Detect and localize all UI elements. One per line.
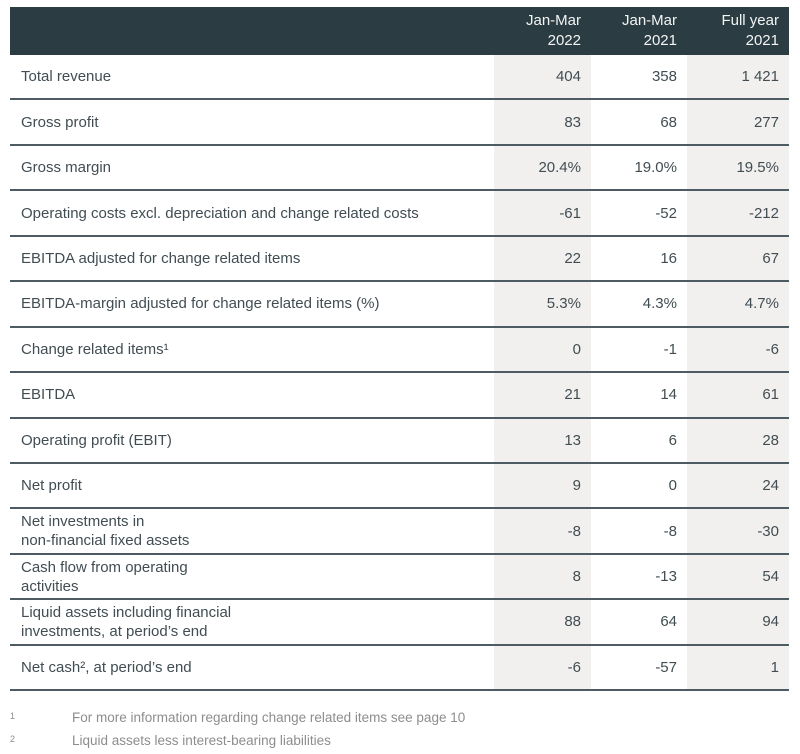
value-2021: 0 — [668, 477, 677, 495]
footnote-1-marker: 1 — [10, 711, 16, 721]
value-2022: -8 — [494, 509, 591, 553]
table-row-liquid-assets: Liquid assets including financial invest… — [10, 600, 789, 646]
financial-table: Jan-Mar 2022 Jan-Mar 2021 Full year 2021… — [10, 7, 789, 692]
row-label: Operating costs excl. depreciation and c… — [21, 204, 419, 222]
value-2021: -8 — [663, 522, 677, 540]
table-row-ebitda: EBITDA 21 14 61 — [10, 373, 789, 419]
table-row-ebitda-margin-adjusted: EBITDA-margin adjusted for change relate… — [10, 282, 789, 328]
table-row-cash-flow: Cash flow from operating activities 8 -1… — [10, 554, 789, 601]
footnote-1: 1 For more information regarding change … — [10, 709, 789, 726]
value-full-year: 94 — [687, 600, 789, 644]
value-full-year: 19.5% — [687, 145, 789, 190]
table-row-ebitda-adjusted: EBITDA adjusted for change related items… — [10, 236, 789, 283]
footnote-1-text: For more information regarding change re… — [72, 710, 466, 725]
row-label: EBITDA — [21, 386, 76, 404]
table-row-gross-margin: Gross margin 20.4% 19.0% 19.5% — [10, 145, 789, 192]
value-2022: 0 — [494, 327, 591, 372]
value-full-year: 277 — [687, 100, 789, 144]
value-2021: -57 — [655, 658, 677, 676]
value-full-year: -212 — [687, 191, 789, 235]
value-2021: 358 — [651, 68, 677, 86]
value-2021: 68 — [660, 113, 677, 131]
row-label: EBITDA-margin adjusted for change relate… — [21, 295, 380, 313]
table-row-total-revenue: Total revenue 404 358 1 421 — [10, 55, 789, 101]
table-row-net-cash: Net cash², at period’s end -6 -57 1 — [10, 645, 789, 692]
value-full-year: 54 — [687, 554, 789, 599]
table-row-operating-costs: Operating costs excl. depreciation and c… — [10, 191, 789, 237]
row-label: Gross profit — [21, 113, 99, 131]
row-label: Net profit — [21, 477, 82, 495]
value-2021: -52 — [655, 204, 677, 222]
value-full-year: 24 — [687, 463, 789, 508]
value-full-year: 1 421 — [687, 55, 789, 99]
value-full-year: 61 — [687, 373, 789, 417]
value-full-year: 67 — [687, 236, 789, 281]
value-2022: 88 — [494, 600, 591, 644]
value-full-year: 1 — [687, 645, 789, 690]
value-2022: -6 — [494, 645, 591, 690]
value-2022: 13 — [494, 418, 591, 462]
row-label: Gross margin — [21, 159, 112, 177]
footnote-2-marker: 2 — [10, 734, 16, 744]
value-full-year: 28 — [687, 418, 789, 462]
value-full-year: 4.7% — [687, 282, 789, 326]
column-header-full-year-2021: Full year 2021 — [721, 12, 779, 49]
value-2022: 404 — [494, 55, 591, 99]
footnote-2-text: Liquid assets less interest-bearing liab… — [72, 733, 331, 748]
value-2022: 9 — [494, 463, 591, 508]
value-2021: -13 — [655, 568, 677, 586]
row-label: Net investments in non-financial fixed a… — [21, 513, 190, 550]
value-2022: 21 — [494, 373, 591, 417]
table-row-operating-profit: Operating profit (EBIT) 13 6 28 — [10, 418, 789, 464]
table-header-row: Jan-Mar 2022 Jan-Mar 2021 Full year 2021 — [10, 7, 789, 55]
footnote-2: 2 Liquid assets less interest-bearing li… — [10, 732, 789, 749]
table-row-change-related-items: Change related items¹ 0 -1 -6 — [10, 327, 789, 374]
footnotes: 1 For more information regarding change … — [10, 709, 789, 754]
value-2022: 8 — [494, 554, 591, 599]
value-2022: 22 — [494, 236, 591, 281]
table-row-gross-profit: Gross profit 83 68 277 — [10, 100, 789, 146]
value-full-year: -30 — [687, 509, 789, 553]
row-label: Net cash², at period’s end — [21, 658, 192, 676]
row-label: EBITDA adjusted for change related items — [21, 249, 301, 267]
row-label: Liquid assets including financial invest… — [21, 603, 232, 640]
row-label: Change related items¹ — [21, 340, 169, 358]
column-header-jan-mar-2021: Jan-Mar 2021 — [621, 12, 677, 49]
row-label: Total revenue — [21, 68, 112, 86]
row-label: Cash flow from operating activities — [21, 558, 188, 595]
value-2022: 20.4% — [494, 145, 591, 190]
value-full-year: -6 — [687, 327, 789, 372]
value-2022: -61 — [494, 191, 591, 235]
row-label: Operating profit (EBIT) — [21, 431, 172, 449]
value-2021: 16 — [660, 249, 677, 267]
value-2021: 64 — [660, 613, 677, 631]
table-row-net-investments: Net investments in non-financial fixed a… — [10, 509, 789, 555]
value-2021: 19.0% — [634, 159, 677, 177]
table-row-net-profit: Net profit 9 0 24 — [10, 463, 789, 510]
value-2022: 83 — [494, 100, 591, 144]
value-2021: 14 — [660, 386, 677, 404]
value-2022: 5.3% — [494, 282, 591, 326]
column-header-jan-mar-2022: Jan-Mar 2022 — [525, 12, 581, 49]
value-2021: 6 — [668, 431, 677, 449]
value-2021: -1 — [663, 340, 677, 358]
value-2021: 4.3% — [642, 295, 677, 313]
header-spacer-cell — [10, 7, 494, 55]
